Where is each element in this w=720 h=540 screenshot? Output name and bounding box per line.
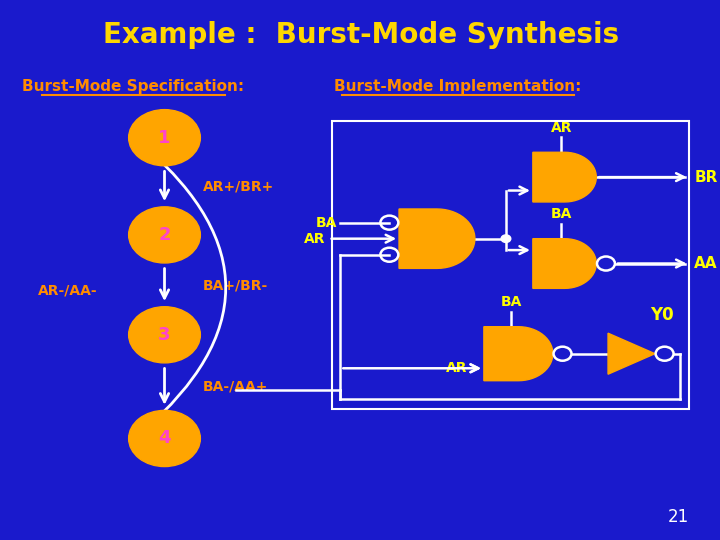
- Text: AR+/BR+: AR+/BR+: [202, 179, 274, 193]
- Circle shape: [129, 207, 200, 263]
- Text: 21: 21: [667, 509, 689, 526]
- Text: AR-/AA-: AR-/AA-: [38, 284, 98, 298]
- Text: BA: BA: [315, 215, 337, 230]
- Text: AR: AR: [551, 121, 572, 135]
- Polygon shape: [399, 209, 475, 268]
- Text: Burst-Mode Specification:: Burst-Mode Specification:: [22, 79, 245, 94]
- FancyArrowPatch shape: [148, 117, 185, 161]
- Text: BR: BR: [694, 170, 718, 185]
- Text: AA: AA: [694, 256, 718, 271]
- Text: BA-/AA+: BA-/AA+: [202, 380, 268, 394]
- Text: 1: 1: [158, 129, 171, 147]
- Polygon shape: [533, 152, 596, 202]
- Text: BA+/BR-: BA+/BR-: [202, 278, 268, 292]
- Polygon shape: [608, 333, 655, 374]
- Polygon shape: [484, 327, 553, 381]
- Circle shape: [501, 235, 510, 242]
- FancyArrowPatch shape: [143, 147, 226, 431]
- Bar: [332, 122, 689, 409]
- Text: 4: 4: [158, 429, 171, 448]
- Text: BA: BA: [551, 207, 572, 221]
- Text: BA: BA: [501, 295, 522, 309]
- Text: Y0: Y0: [650, 306, 674, 324]
- Text: 3: 3: [158, 326, 171, 344]
- Text: Burst-Mode Implementation:: Burst-Mode Implementation:: [334, 79, 581, 94]
- Text: AR: AR: [304, 232, 325, 246]
- Circle shape: [129, 307, 200, 363]
- Polygon shape: [533, 239, 596, 288]
- Text: 2: 2: [158, 226, 171, 244]
- Circle shape: [129, 110, 200, 166]
- Circle shape: [129, 410, 200, 467]
- Text: AR: AR: [446, 361, 467, 375]
- Text: Example :  Burst-Mode Synthesis: Example : Burst-Mode Synthesis: [103, 21, 619, 49]
